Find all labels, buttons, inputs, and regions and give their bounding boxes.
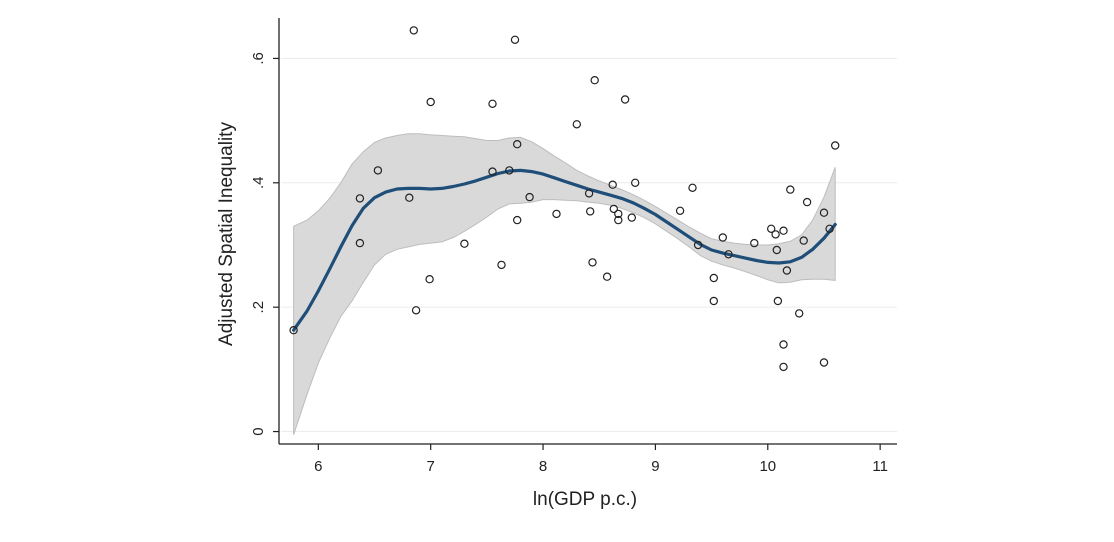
confidence-band xyxy=(293,133,836,435)
data-point xyxy=(355,238,365,248)
x-tick-label: 7 xyxy=(427,458,435,475)
data-point xyxy=(505,166,514,175)
data-point xyxy=(590,75,599,85)
data-point xyxy=(802,197,812,207)
data-point xyxy=(355,194,365,203)
data-point xyxy=(709,296,719,306)
data-point xyxy=(510,35,520,45)
data-point xyxy=(631,178,640,187)
data-point xyxy=(497,260,506,270)
x-tick-label: 8 xyxy=(539,458,547,475)
data-point xyxy=(772,245,782,255)
data-point xyxy=(488,167,497,176)
x-tick-label: 11 xyxy=(872,458,888,475)
data-point xyxy=(709,273,719,283)
data-point xyxy=(513,215,522,225)
data-point xyxy=(602,272,612,281)
axes: 6 7 8 9 10 11 0 .2 .4 .6 xyxy=(250,18,897,475)
y-tick-label: .2 xyxy=(250,301,267,314)
data-point xyxy=(825,224,834,233)
data-point xyxy=(425,275,434,284)
data-point xyxy=(767,224,776,233)
x-axis-title: ln(GDP p.c.) xyxy=(533,489,637,510)
data-point xyxy=(620,95,630,104)
data-point xyxy=(405,193,414,202)
data-point xyxy=(614,209,623,219)
data-point xyxy=(409,26,418,35)
data-point xyxy=(609,204,619,214)
data-point xyxy=(289,326,298,335)
x-tick-label: 9 xyxy=(651,458,659,475)
y-tick-label: 0 xyxy=(250,427,267,435)
fit-line xyxy=(292,168,837,332)
x-tick-label: 6 xyxy=(314,458,322,475)
data-point xyxy=(608,180,617,189)
data-point xyxy=(627,213,637,222)
data-point xyxy=(779,226,788,235)
data-point xyxy=(795,309,804,318)
data-point xyxy=(488,99,497,109)
fit-line-layer xyxy=(292,168,837,332)
x-tick-label: 10 xyxy=(759,458,776,475)
data-point xyxy=(584,189,594,198)
data-point xyxy=(513,139,522,149)
data-point xyxy=(750,238,759,248)
data-point xyxy=(693,240,703,250)
y-axis-title: Adjusted Spatial Inequality xyxy=(216,122,237,346)
data-point xyxy=(675,206,685,215)
y-tick-label: .4 xyxy=(250,177,267,190)
data-point xyxy=(373,166,383,175)
data-point xyxy=(771,230,780,239)
y-tick-label: .6 xyxy=(250,52,267,65)
data-point xyxy=(786,185,795,194)
data-point xyxy=(586,207,595,216)
data-point xyxy=(819,208,829,217)
data-point xyxy=(779,340,788,349)
data-point xyxy=(411,306,421,315)
data-point xyxy=(588,258,597,267)
data-point xyxy=(782,266,792,275)
scatter-points-layer xyxy=(289,26,840,372)
data-point xyxy=(426,97,435,107)
confidence-band-layer xyxy=(293,133,836,435)
data-point xyxy=(572,120,582,129)
data-point xyxy=(773,296,783,306)
data-point xyxy=(718,233,728,242)
data-point xyxy=(779,362,788,372)
data-point xyxy=(831,141,840,150)
data-point xyxy=(688,183,697,192)
data-point xyxy=(525,192,534,202)
data-point xyxy=(614,215,623,225)
data-point xyxy=(552,209,561,219)
data-point xyxy=(819,358,829,367)
data-point xyxy=(799,236,808,245)
data-point xyxy=(724,250,733,259)
data-point xyxy=(460,239,469,248)
